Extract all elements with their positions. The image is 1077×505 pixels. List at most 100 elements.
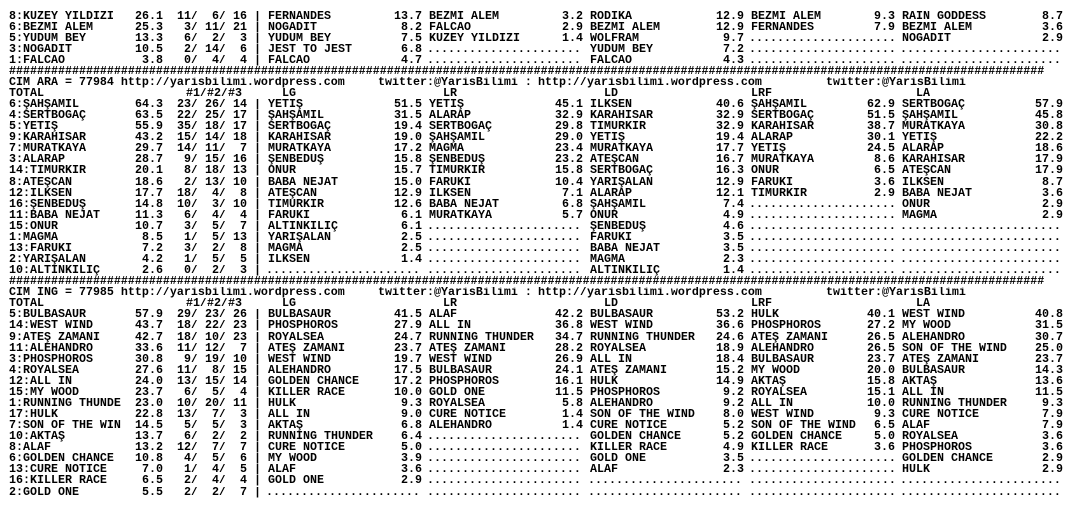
lrf-score: 51.5: [867, 110, 895, 122]
ld-horse: ATEŞCAN: [590, 154, 639, 166]
column-divider: |: [254, 397, 261, 409]
lrf-horse: MY WOOD: [751, 364, 800, 376]
la-score: 14.3: [1035, 364, 1063, 376]
horse-name: 15:ONUR: [9, 220, 58, 232]
lg-score: 2.5: [401, 242, 422, 255]
horse-name: 6:GOLDEN CHANCE: [9, 453, 114, 465]
lrf-score: 3.6: [874, 176, 895, 188]
la-score: 2.9: [1042, 453, 1063, 465]
total-score: 13.7: [135, 431, 163, 443]
horse-name: 2:YARIŞALAN: [9, 254, 86, 266]
la-horse: BEZMİ ALEM: [902, 21, 972, 33]
horse-name: 8:KUZEY YILDIZI: [9, 10, 114, 22]
lrf-empty: ..........................: [749, 242, 895, 255]
lg-horse: YUDUM BEY: [268, 32, 331, 44]
lg-score: 6.1: [401, 220, 422, 232]
lrf-horse: ONUR: [751, 165, 779, 177]
lr-horse: FARUKİ: [429, 176, 471, 188]
la-horse: KARAHİSAR: [902, 154, 965, 166]
placings: 9/ 15/ 16: [170, 154, 247, 166]
column-divider: |: [254, 342, 261, 354]
lr-horse: İLKSEN: [429, 187, 471, 199]
table-row: 2:YARIŞALAN 4.2 1/ 5/ 5 | İLKSEN 1.4........…: [0, 254, 1077, 265]
la-score: 2.9: [1042, 198, 1063, 210]
lg-score: 24.7: [394, 331, 422, 343]
horse-name: 3:PHOSPHOROS: [9, 353, 93, 365]
lrf-horse: KARAHİSAR: [751, 121, 814, 133]
horse-name: 11:BABA NEJAT: [9, 209, 100, 221]
table-row: 1:MAGMA 8.5 1/ 5/ 13 | YARIŞALAN 2.5........…: [0, 232, 1077, 243]
la-score: 25.0: [1035, 342, 1063, 354]
lg-score: 15.0: [394, 176, 422, 188]
horse-name: 12:İLKSEN: [9, 187, 72, 199]
lg-horse: GOLD ONE: [268, 475, 324, 487]
ld-horse: WEST WIND: [590, 320, 653, 332]
placings: 4/ 5/ 6: [170, 453, 247, 465]
placings: 2/ 13/ 10: [170, 176, 247, 188]
lg-score: 6.4: [401, 431, 422, 443]
total-score: 10.5: [135, 43, 163, 55]
lg-score: 5.0: [401, 442, 422, 454]
lrf-horse: FERNANDES: [751, 21, 814, 33]
lg-horse: FALCAO: [268, 54, 310, 66]
lrf-empty: ..........................: [749, 43, 895, 55]
ld-horse: FALCAO: [590, 54, 632, 66]
lrf-horse: ALARAP: [751, 132, 793, 144]
table-row: 1:RUNNING THUNDE 23.0 10/ 20/ 11 | HULK 9.3 R…: [0, 398, 1077, 409]
lg-horse: MURATKAYA: [268, 143, 331, 155]
lg-score: 1.4: [401, 254, 422, 266]
ld-horse: SON OF THE WIND: [590, 409, 695, 421]
lg-score: 17.2: [394, 375, 422, 387]
column-header-la: LA: [916, 87, 930, 100]
lrf-horse: WEST WIND: [751, 409, 814, 421]
lg-score: 23.7: [394, 342, 422, 354]
lrf-horse: ATEŞ ZAMANI: [751, 331, 828, 343]
website-url: http://yarisbilimi.wordpress.com: [538, 76, 762, 88]
lr-score: 6.8: [562, 198, 583, 210]
horse-name: 14:WEST WIND: [9, 320, 93, 332]
lr-score: 15.8: [555, 165, 583, 177]
la-horse: SON OF THE WIND: [902, 342, 1007, 354]
column-divider: |: [254, 364, 261, 376]
la-horse: SERTBOĞAÇ: [902, 99, 965, 111]
ld-horse: SERTBOĞAÇ: [590, 165, 653, 177]
column-header-line: TOTAL #1/#2/#3 LG LR LD LRF LA: [0, 298, 1077, 309]
horse-name: 7:MURATKAYA: [9, 143, 86, 155]
table-row: 4:ROYALSEA 27.6 11/ 8/ 15 | ALEHANDRO 17.5 BU…: [0, 365, 1077, 376]
website-url: http://yarisbilimi.wordpress.com: [538, 287, 762, 299]
ld-horse: KILLER RACE: [590, 442, 667, 454]
placings: 11/ 12/ 7: [170, 342, 247, 354]
lg-score: 17.2: [394, 143, 422, 155]
column-divider: |: [254, 99, 261, 111]
total-score: 6.5: [142, 475, 163, 487]
lr-horse: ALARAP: [429, 110, 471, 122]
lr-score: 29.8: [555, 121, 583, 133]
total-score: 30.8: [135, 353, 163, 365]
la-score: 17.9: [1035, 165, 1063, 177]
lg-horse: RUNNING THUNDER: [268, 431, 373, 443]
lr-score: 23.4: [555, 143, 583, 155]
column-divider: |: [254, 386, 261, 398]
la-score: 8.7: [1042, 10, 1063, 22]
race-header-line: CIM ING = 77985 http://yarisbilimi.wordp…: [0, 287, 1077, 298]
placings: 3/ 11/ 21: [170, 21, 247, 33]
column-divider: |: [254, 431, 261, 443]
placings: 23/ 26/ 14: [170, 99, 247, 111]
lr-horse: BULBASAUR: [429, 364, 492, 376]
ld-score: 12.9: [716, 10, 744, 22]
ld-horse: YETİŞ: [590, 132, 625, 144]
total-score: 23.7: [135, 386, 163, 398]
column-divider: |: [254, 132, 261, 144]
lr-empty: ..........................: [427, 43, 583, 55]
ld-score: 18.4: [716, 353, 744, 365]
placings: 6/ 4/ 4: [170, 209, 247, 221]
lg-score: 19.7: [394, 353, 422, 365]
lg-score: 2.5: [401, 231, 422, 243]
table-row: 15:MY WOOD 23.7 6/ 5/ 4 | KILLER RACE 10.0 GO…: [0, 387, 1077, 398]
lrf-horse: SERTBOĞAÇ: [751, 110, 814, 122]
lg-score: 12.6: [394, 198, 422, 210]
ld-score: 2.3: [723, 464, 744, 476]
placings: 18/ 10/ 23: [170, 331, 247, 343]
ld-horse: BULBASAUR: [590, 309, 653, 321]
lr-empty: ..........................: [427, 486, 583, 498]
